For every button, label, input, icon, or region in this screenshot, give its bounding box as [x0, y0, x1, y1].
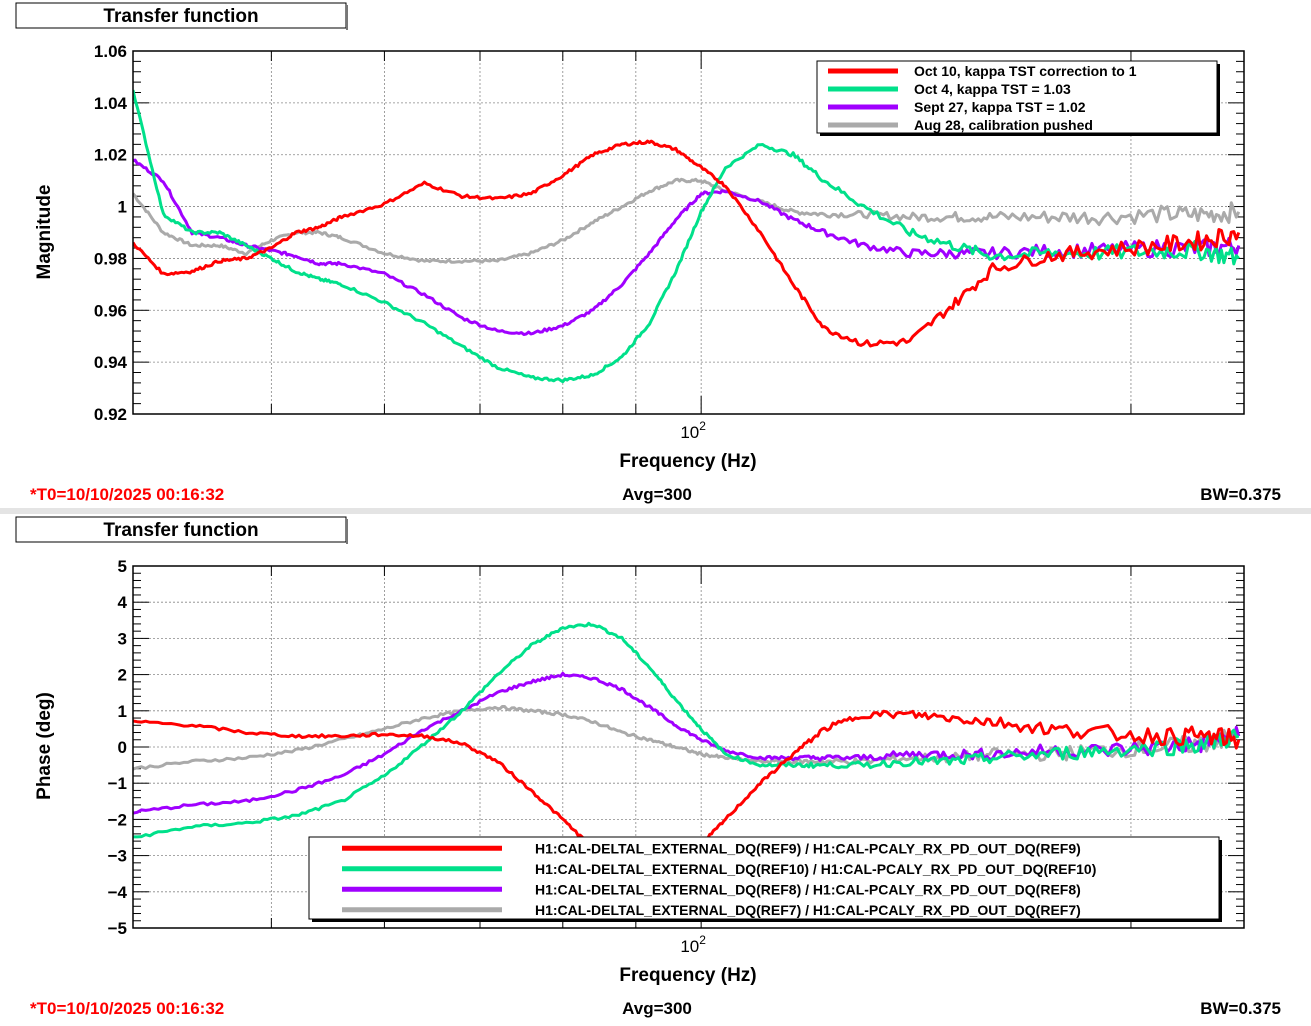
legend-entry: Sept 27, kappa TST = 1.02 [914, 99, 1086, 115]
legend-entry: H1:CAL-DELTAL_EXTERNAL_DQ(REF9) / H1:CAL… [535, 840, 1081, 856]
legend: Oct 10, kappa TST correction to 1 Oct 4, … [816, 60, 1220, 136]
y-tick-label: 1.02 [94, 146, 127, 165]
x-tick-label: 102 [680, 933, 706, 956]
panel-title-box [15, 516, 347, 543]
panel-title: Transfer function [103, 520, 258, 541]
bandwidth-label: BW=0.375 [1200, 485, 1281, 504]
panel-title-shadow [346, 519, 348, 544]
phase-axes: −5 −4 −3 −2 −1 0 1 2 3 4 5 102 H1:CAL-DELTAL_EXTERNA… [108, 557, 1245, 956]
averages-label: Avg=300 [622, 485, 692, 504]
panel-title-box [15, 2, 347, 29]
panel-title-shadow [346, 5, 348, 30]
series-group [133, 89, 1241, 384]
y-tick-label: 0 [118, 738, 127, 757]
panel-title: Transfer function [103, 6, 258, 27]
y-tick-label: 0.98 [94, 249, 127, 268]
y-axis-label: Phase (deg) [34, 692, 55, 800]
x-tick-label: 102 [680, 419, 706, 442]
legend-entry: Aug 28, calibration pushed [914, 117, 1093, 133]
y-tick-label: −4 [108, 883, 128, 902]
series-line [133, 89, 1240, 384]
legend-entry: Oct 10, kappa TST correction to 1 [914, 63, 1137, 79]
bandwidth-label: BW=0.375 [1200, 999, 1281, 1018]
y-tick-label: 1.04 [94, 94, 128, 113]
y-tick-label: −2 [108, 810, 127, 829]
series-line [133, 177, 1241, 264]
y-tick-label: 1.06 [94, 42, 127, 61]
plot-frame [132, 50, 1245, 415]
y-tick-label: 2 [118, 666, 127, 685]
y-tick-label: 0.96 [94, 301, 127, 320]
series-group [133, 621, 1241, 876]
legend: H1:CAL-DELTAL_EXTERNAL_DQ(REF9) / H1:CAL… [308, 836, 1222, 922]
series-line [133, 139, 1241, 348]
y-tick-label: 0.94 [94, 353, 128, 372]
legend-entry: H1:CAL-DELTAL_EXTERNAL_DQ(REF10) / H1:CA… [535, 861, 1096, 877]
y-tick-label: 1 [118, 198, 127, 217]
legend-entry: H1:CAL-DELTAL_EXTERNAL_DQ(REF7) / H1:CAL… [535, 902, 1081, 918]
y-tick-label: −3 [108, 847, 127, 866]
x-axis-label: Frequency (Hz) [619, 965, 756, 986]
y-tick-label: −5 [108, 919, 127, 938]
y-tick-label: 0.92 [94, 405, 127, 424]
panel-phase: Transfer function −5 −4 −3 −2 −1 0 1 2 3 4 5 102 H1:… [15, 516, 1281, 1018]
averages-label: Avg=300 [622, 999, 692, 1018]
y-tick-label: −1 [108, 774, 127, 793]
series-line [133, 621, 1240, 839]
t0-timestamp: *T0=10/10/2025 00:16:32 [30, 999, 224, 1018]
series-line [133, 158, 1241, 336]
y-tick-label: 1 [118, 702, 127, 721]
y-tick-label: 3 [118, 629, 127, 648]
series-line [133, 671, 1241, 815]
panel-separator [0, 508, 1311, 514]
y-axis-label: Magnitude [34, 185, 55, 280]
x-axis-label: Frequency (Hz) [619, 451, 756, 472]
plot-frame [132, 565, 1245, 929]
magnitude-axes: 0.92 0.94 0.96 0.98 1 1.02 1.04 1.06 102 Oct 10, … [94, 42, 1245, 442]
legend-entry: H1:CAL-DELTAL_EXTERNAL_DQ(REF8) / H1:CAL… [535, 881, 1081, 897]
t0-timestamp: *T0=10/10/2025 00:16:32 [30, 485, 224, 504]
y-tick-label: 4 [118, 593, 128, 612]
legend-entry: Oct 4, kappa TST = 1.03 [914, 81, 1071, 97]
y-tick-label: 5 [118, 557, 127, 576]
panel-magnitude: Transfer function 0.92 0.94 0.96 0.98 1 1.02 1… [15, 2, 1281, 504]
